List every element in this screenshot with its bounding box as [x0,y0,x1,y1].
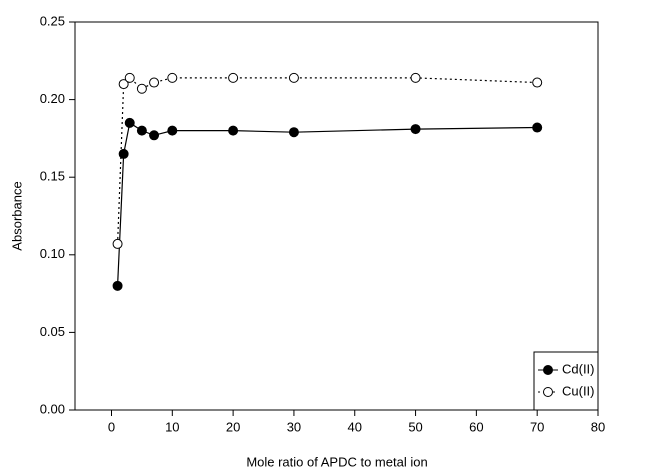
legend-marker [543,365,553,375]
data-point [149,130,160,141]
data-point [167,125,178,136]
data-point [124,72,135,83]
data-point [228,125,239,136]
legend-box [533,351,599,411]
legend-marker [543,387,553,397]
legend-label: Cu(II) [562,383,595,398]
data-point [532,77,543,88]
data-point [410,124,421,135]
y-tick-label: 0.05 [40,324,65,339]
data-point [167,72,178,83]
x-tick-label: 30 [287,419,301,434]
data-point [288,72,299,83]
x-tick-label: 40 [348,419,362,434]
data-point [136,83,147,94]
y-tick-label: 0.25 [40,13,65,28]
legend-label: Cd(II) [562,361,595,376]
x-tick-label: 0 [108,419,115,434]
series-line [116,121,538,286]
y-tick-label: 0.15 [40,169,65,184]
data-point [112,238,123,249]
data-point [124,117,135,128]
data-point [118,148,129,159]
plot-frame [74,21,599,411]
series-line [116,77,538,244]
data-point [118,79,129,90]
x-tick-label: 60 [469,419,483,434]
data-point [532,122,543,133]
x-tick-label: 70 [530,419,544,434]
data-point [149,77,160,88]
data-point [288,127,299,138]
data-point [136,125,147,136]
y-tick-label: 0.00 [40,401,65,416]
x-tick-label: 10 [165,419,179,434]
data-point [228,72,239,83]
x-tick-label: 50 [408,419,422,434]
y-tick-label: 0.20 [40,91,65,106]
data-point [410,72,421,83]
x-tick-label: 80 [591,419,605,434]
y-axis-label: Absorbance [9,181,24,250]
data-point [112,280,123,291]
x-axis-label: Mole ratio of APDC to metal ion [246,454,427,469]
x-tick-label: 20 [226,419,240,434]
y-tick-label: 0.10 [40,246,65,261]
